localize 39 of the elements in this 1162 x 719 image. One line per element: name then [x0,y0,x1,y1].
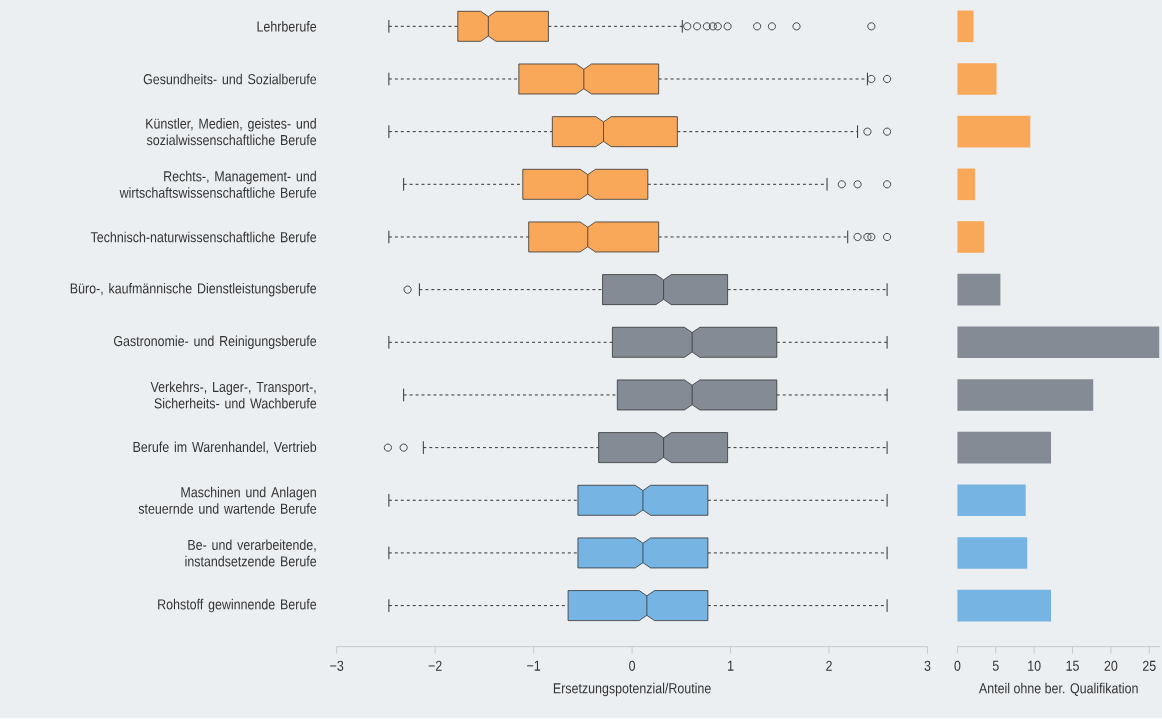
x-tick-label: 0 [629,660,636,672]
x-tick-label: 2 [826,660,832,672]
x-tick-label: 10 [1028,660,1041,672]
bar [957,168,976,201]
y-tick-label: Be- und verarbeitende, instandsetzende Berufe [185,539,317,567]
x-tick-label: 5 [992,660,999,671]
y-tick-label: Gastronomie- und Reinigungsberufe [113,335,317,350]
x-tick-label: 25 [1142,660,1156,672]
x-tick-label: 20 [1104,660,1118,672]
x-tick-label: 15 [1066,660,1079,671]
y-tick-label: Maschinen und Anlagen steuernde und wartende Berufe [138,486,317,515]
bar [957,590,1052,622]
bar [957,274,1001,306]
x-tick-label: 1 [728,660,734,671]
x-tick-label: −1 [527,660,541,671]
x-tick-label: −3 [330,660,344,672]
bar [957,326,1160,359]
y-tick-label: Technisch-naturwissenschaftliche Berufe [90,231,317,243]
y-tick-label: Rohstoff gewinnende Berufe [158,599,317,613]
x-axis-title: Anteil ohne ber. Qualifikation [978,683,1138,697]
bar [957,379,1094,411]
y-tick-label: Rechts-, Management- und wirtschaftswissenschaftliche Berufe [119,171,317,199]
bar [957,63,997,96]
bar [957,537,1028,569]
bar [957,432,1052,464]
x-tick-label: 3 [924,660,931,672]
y-tick-label: Künstler, Medien, geistes- und sozialwissenschaftliche Berufe [146,118,317,146]
y-tick-label: Büro-, kaufmännische Dienstleistungsberufe [70,283,317,297]
bar [957,221,985,254]
x-tick-label: 0 [954,660,961,672]
bar [957,116,1031,148]
x-tick-label: −2 [428,660,442,672]
y-tick-label: Berufe im Warenhandel, Vertrieb [133,441,317,455]
y-tick-label: Lehrberufe [257,21,317,32]
bar [957,484,1026,517]
y-tick-label: Gesundheits- und Sozialberufe [143,73,317,85]
bar [957,10,974,43]
y-tick-label: Verkehrs-, Lager-, Transport-, Sicherheits- und Wachberufe [150,381,317,409]
x-axis-title: Ersetzungspotenzial/Routine [553,683,711,697]
